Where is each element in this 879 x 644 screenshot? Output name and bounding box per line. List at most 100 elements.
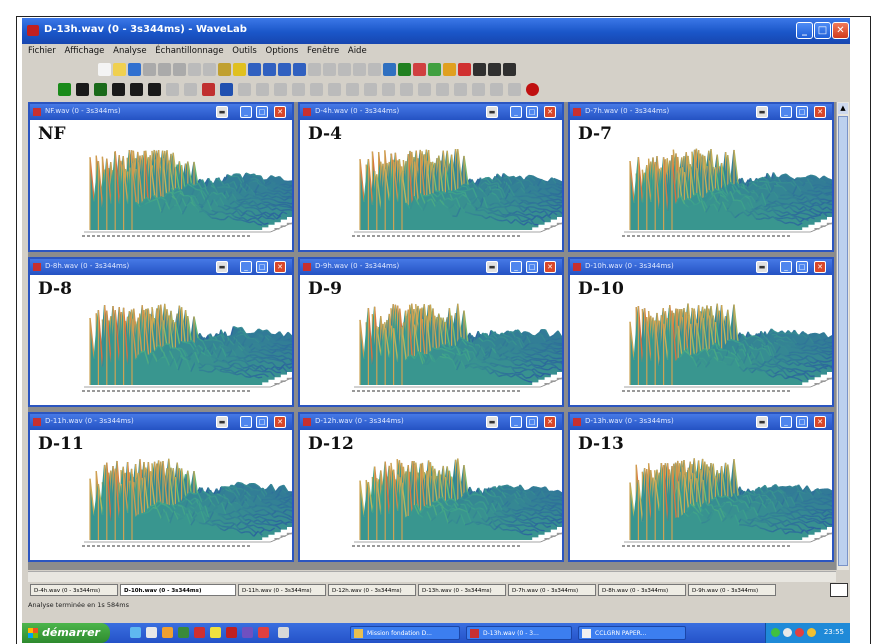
document-tab[interactable]: D-7h.wav (0 - 3s344ms) bbox=[508, 584, 596, 596]
quicklaunch-extra-icon[interactable] bbox=[258, 627, 269, 638]
transport-tool-18-icon[interactable] bbox=[382, 83, 395, 96]
spectrum-window-7[interactable]: D-11h.wav (0 - 3s344ms)▬_□✕D-11 bbox=[28, 412, 294, 562]
toolbar-tool-15-icon[interactable] bbox=[323, 63, 336, 76]
toolbar-tool-19-icon[interactable] bbox=[383, 63, 396, 76]
collapse-button[interactable]: ▬ bbox=[486, 261, 498, 273]
child-minimize-button[interactable]: _ bbox=[510, 106, 522, 118]
record-icon[interactable] bbox=[248, 63, 261, 76]
transport-tool-23-icon[interactable] bbox=[472, 83, 485, 96]
toolbar-tool-14-icon[interactable] bbox=[308, 63, 321, 76]
transport-tool-15-icon[interactable] bbox=[328, 83, 341, 96]
taskbar-task-1[interactable]: Mission fondation D... bbox=[350, 626, 460, 640]
record-icon[interactable] bbox=[526, 83, 539, 96]
quicklaunch-tool-icon[interactable] bbox=[242, 627, 253, 638]
toolbar-tool-11-icon[interactable] bbox=[263, 63, 276, 76]
tray-network-icon[interactable] bbox=[771, 628, 780, 637]
stop-icon[interactable] bbox=[233, 63, 246, 76]
child-minimize-button[interactable]: _ bbox=[780, 106, 792, 118]
child-maximize-button[interactable]: □ bbox=[526, 261, 538, 273]
undo-icon[interactable] bbox=[188, 63, 201, 76]
document-tab[interactable]: D-11h.wav (0 - 3s344ms) bbox=[238, 584, 326, 596]
collapse-button[interactable]: ▬ bbox=[216, 261, 228, 273]
child-maximize-button[interactable]: □ bbox=[796, 106, 808, 118]
quicklaunch-app-icon[interactable] bbox=[194, 627, 205, 638]
document-tab[interactable]: D-9h.wav (0 - 3s344ms) bbox=[688, 584, 776, 596]
child-title-bar[interactable]: D-12h.wav (0 - 3s344ms)▬_□✕ bbox=[300, 414, 562, 430]
transport-tool-14-icon[interactable] bbox=[310, 83, 323, 96]
child-minimize-button[interactable]: _ bbox=[510, 261, 522, 273]
child-close-button[interactable]: ✕ bbox=[274, 261, 286, 273]
toolbar-tool-25-icon[interactable] bbox=[473, 63, 486, 76]
child-minimize-button[interactable]: _ bbox=[510, 416, 522, 428]
spectrum-window-9[interactable]: D-13h.wav (0 - 3s344ms)▬_□✕D-13 bbox=[568, 412, 834, 562]
new-icon[interactable] bbox=[98, 63, 111, 76]
toolbar-tool-13-icon[interactable] bbox=[293, 63, 306, 76]
redo-icon[interactable] bbox=[203, 63, 216, 76]
menu-analyse[interactable]: Analyse bbox=[113, 44, 146, 59]
transport-tool-11-icon[interactable] bbox=[256, 83, 269, 96]
document-tab[interactable]: D-13h.wav (0 - 3s344ms) bbox=[418, 584, 506, 596]
scroll-thumb[interactable] bbox=[838, 116, 848, 566]
child-close-button[interactable]: ✕ bbox=[544, 106, 556, 118]
taskbar-task-2[interactable]: D-13h.wav (0 - 3... bbox=[466, 626, 572, 640]
collapse-button[interactable]: ▬ bbox=[756, 261, 768, 273]
child-maximize-button[interactable]: □ bbox=[256, 106, 268, 118]
copy-icon[interactable] bbox=[158, 63, 171, 76]
document-tab[interactable]: D-4h.wav (0 - 3s344ms) bbox=[30, 584, 118, 596]
quicklaunch-more-icon[interactable] bbox=[278, 627, 289, 638]
spectrum-window-3[interactable]: D-7h.wav (0 - 3s344ms)▬_□✕D-7 bbox=[568, 102, 834, 252]
spectrum-window-2[interactable]: D-4h.wav (0 - 3s344ms)▬_□✕D-4 bbox=[298, 102, 564, 252]
child-minimize-button[interactable]: _ bbox=[240, 416, 252, 428]
quicklaunch-desktop-icon[interactable] bbox=[146, 627, 157, 638]
quicklaunch-word-icon[interactable] bbox=[178, 627, 189, 638]
transport-tool-13-icon[interactable] bbox=[292, 83, 305, 96]
toolbar-tool-27-icon[interactable] bbox=[503, 63, 516, 76]
transport-tool-22-icon[interactable] bbox=[454, 83, 467, 96]
menu-fenetre[interactable]: Fenêtre bbox=[307, 44, 339, 59]
collapse-button[interactable]: ▬ bbox=[216, 106, 228, 118]
child-close-button[interactable]: ✕ bbox=[274, 106, 286, 118]
transport-tool-7-icon[interactable] bbox=[184, 83, 197, 96]
transport-tool-1-icon[interactable] bbox=[76, 83, 89, 96]
spectrum-window-5[interactable]: D-9h.wav (0 - 3s344ms)▬_□✕D-9 bbox=[298, 257, 564, 407]
tray-security-icon[interactable] bbox=[795, 628, 804, 637]
child-title-bar[interactable]: NF.wav (0 - 3s344ms)▬_□✕ bbox=[30, 104, 292, 120]
horizontal-scrollbar[interactable] bbox=[28, 571, 836, 582]
open-icon[interactable] bbox=[113, 63, 126, 76]
toolbar-tool-17-icon[interactable] bbox=[353, 63, 366, 76]
child-title-bar[interactable]: D-8h.wav (0 - 3s344ms)▬_□✕ bbox=[30, 259, 292, 275]
transport-tool-12-icon[interactable] bbox=[274, 83, 287, 96]
tab-scroll-button[interactable] bbox=[830, 583, 848, 597]
quicklaunch-ie-icon[interactable] bbox=[130, 627, 141, 638]
collapse-button[interactable]: ▬ bbox=[216, 416, 228, 428]
menu-aide[interactable]: Aide bbox=[348, 44, 367, 59]
maximize-button[interactable]: □ bbox=[814, 22, 831, 39]
transport-tool-24-icon[interactable] bbox=[490, 83, 503, 96]
transport-tool-21-icon[interactable] bbox=[436, 83, 449, 96]
menu-options[interactable]: Options bbox=[266, 44, 299, 59]
collapse-button[interactable]: ▬ bbox=[486, 106, 498, 118]
spectrum-window-6[interactable]: D-10h.wav (0 - 3s344ms)▬_□✕D-10 bbox=[568, 257, 834, 407]
taskbar-task-3[interactable]: CCLGRN PAPER... bbox=[578, 626, 686, 640]
vertical-scrollbar[interactable]: ▲ bbox=[836, 102, 849, 570]
menu-outils[interactable]: Outils bbox=[232, 44, 257, 59]
toolbar-tool-22-icon[interactable] bbox=[428, 63, 441, 76]
transport-tool-10-icon[interactable] bbox=[238, 83, 251, 96]
child-title-bar[interactable]: D-4h.wav (0 - 3s344ms)▬_□✕ bbox=[300, 104, 562, 120]
child-close-button[interactable]: ✕ bbox=[814, 261, 826, 273]
transport-tool-5-icon[interactable] bbox=[148, 83, 161, 96]
child-close-button[interactable]: ✕ bbox=[814, 106, 826, 118]
child-minimize-button[interactable]: _ bbox=[240, 106, 252, 118]
toolbar-tool-16-icon[interactable] bbox=[338, 63, 351, 76]
transport-tool-9-icon[interactable] bbox=[220, 83, 233, 96]
transport-tool-3-icon[interactable] bbox=[112, 83, 125, 96]
collapse-button[interactable]: ▬ bbox=[486, 416, 498, 428]
transport-tool-17-icon[interactable] bbox=[364, 83, 377, 96]
child-minimize-button[interactable]: _ bbox=[780, 416, 792, 428]
transport-tool-6-icon[interactable] bbox=[166, 83, 179, 96]
toolbar-tool-21-icon[interactable] bbox=[413, 63, 426, 76]
play-icon[interactable] bbox=[218, 63, 231, 76]
menu-echantillonnage[interactable]: Échantillonnage bbox=[155, 44, 223, 59]
child-maximize-button[interactable]: □ bbox=[256, 261, 268, 273]
child-close-button[interactable]: ✕ bbox=[544, 416, 556, 428]
